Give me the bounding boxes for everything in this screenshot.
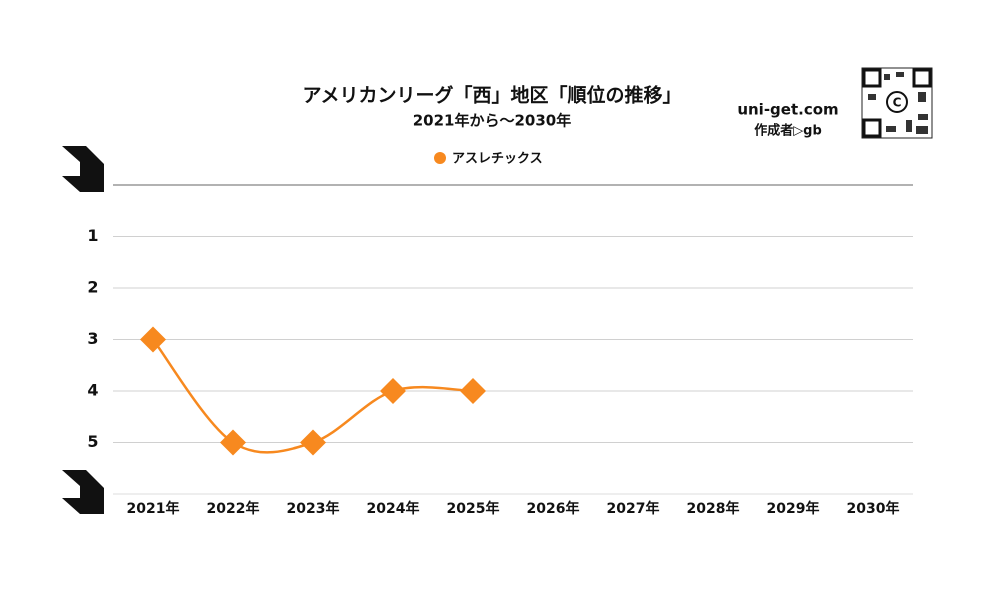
marker bbox=[380, 378, 406, 404]
x-tick-label: 2026年 bbox=[527, 500, 580, 517]
x-tick-label: 2024年 bbox=[367, 500, 420, 517]
x-tick-label: 2022年 bbox=[207, 500, 260, 517]
marker bbox=[300, 429, 326, 456]
x-tick-label: 2028年 bbox=[687, 500, 740, 517]
x-tick-label: 2030年 bbox=[847, 500, 900, 517]
chart-subtitle: 2021年から～2030年 bbox=[413, 112, 572, 130]
y-tick-label: 5 bbox=[87, 432, 98, 451]
y-tick-label: 4 bbox=[87, 381, 98, 400]
x-tick-label: 2023年 bbox=[287, 500, 340, 517]
x-tick-label: 2021年 bbox=[127, 500, 180, 517]
x-tick-label: 2029年 bbox=[767, 500, 820, 517]
y-tick-label: 1 bbox=[87, 226, 98, 245]
marker bbox=[460, 378, 486, 404]
legend-label: アスレチックス bbox=[452, 152, 543, 167]
marker bbox=[140, 326, 166, 353]
y-tick-label: 3 bbox=[87, 329, 98, 348]
y-tick-label: 2 bbox=[87, 278, 98, 297]
legend-marker bbox=[434, 152, 446, 164]
author: 作成者▷gb bbox=[754, 123, 822, 139]
qr-code: C bbox=[861, 67, 933, 139]
axis-decoration bbox=[62, 146, 104, 514]
chart-title: アメリカンリーグ「西」地区「順位の推移」 bbox=[302, 84, 681, 107]
x-tick-label: 2027年 bbox=[607, 500, 660, 517]
marker bbox=[220, 429, 246, 456]
watermark: uni-get.com bbox=[737, 101, 838, 119]
svg-text:C: C bbox=[893, 96, 902, 110]
x-tick-label: 2025年 bbox=[447, 500, 500, 517]
